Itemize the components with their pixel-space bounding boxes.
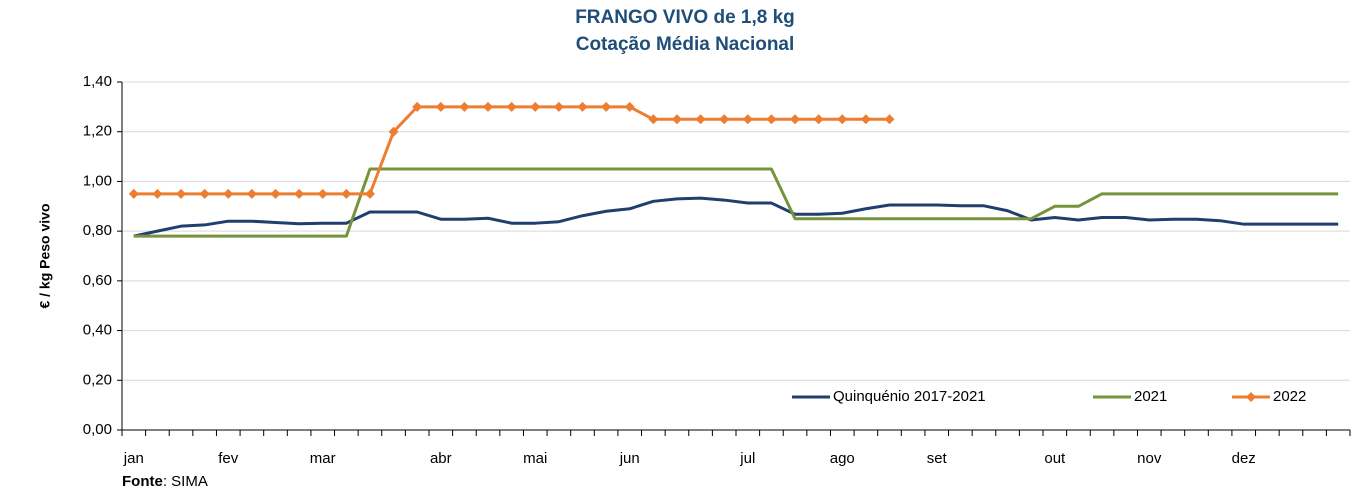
point-marker	[553, 101, 564, 112]
x-tick-label: mai	[523, 450, 547, 467]
point-marker	[530, 101, 541, 112]
point-marker	[506, 101, 517, 112]
y-tick-label: 1,00	[83, 172, 112, 189]
point-marker	[766, 114, 777, 125]
x-tick-label: out	[1044, 450, 1066, 467]
series-line	[133, 196, 1339, 238]
point-marker	[884, 114, 895, 125]
point-marker	[742, 114, 753, 125]
point-marker	[648, 114, 659, 125]
x-tick-label: abr	[430, 450, 452, 467]
point-marker	[719, 114, 730, 125]
point-marker	[790, 114, 801, 125]
point-marker	[341, 188, 352, 199]
point-marker	[388, 126, 399, 137]
source-label: Fonte	[122, 473, 163, 490]
x-tick-label: nov	[1137, 450, 1162, 467]
y-tick-label: 0,80	[83, 222, 112, 239]
legend-label: Quinquénio 2017-2021	[833, 388, 986, 405]
point-marker	[601, 101, 612, 112]
x-tick-label: jul	[739, 450, 755, 467]
point-marker	[577, 101, 588, 112]
legend-label: 2021	[1134, 388, 1167, 405]
source: Fonte: SIMA	[122, 473, 208, 490]
legend-label: 2022	[1273, 388, 1306, 405]
x-tick-label: mar	[310, 450, 336, 467]
y-tick-label: 0,00	[83, 421, 112, 438]
x-tick-label: fev	[218, 450, 239, 467]
y-tick-label: 0,20	[83, 371, 112, 388]
point-marker	[459, 101, 470, 112]
chart-title: FRANGO VIVO de 1,8 kg	[575, 7, 795, 28]
point-marker	[152, 188, 163, 199]
point-marker	[813, 114, 824, 125]
point-marker	[176, 188, 187, 199]
y-axis-label: € / kg Peso vivo	[37, 203, 53, 308]
point-marker	[837, 114, 848, 125]
point-marker	[435, 101, 446, 112]
y-tick-label: 1,40	[83, 73, 112, 90]
point-marker	[695, 114, 706, 125]
legend-marker	[1246, 392, 1256, 402]
point-marker	[860, 114, 871, 125]
y-tick-label: 1,20	[83, 123, 112, 140]
point-marker	[294, 188, 305, 199]
point-marker	[483, 101, 494, 112]
y-tick-label: 0,40	[83, 322, 112, 339]
x-tick-label: set	[927, 450, 948, 467]
point-marker	[223, 188, 234, 199]
point-marker	[364, 188, 375, 199]
y-tick-label: 0,60	[83, 272, 112, 289]
point-marker	[624, 101, 635, 112]
series-line	[133, 167, 1339, 238]
point-marker	[317, 188, 328, 199]
point-marker	[671, 114, 682, 125]
x-tick-label: jun	[619, 450, 640, 467]
x-tick-label: dez	[1232, 450, 1256, 467]
point-marker	[270, 188, 281, 199]
point-marker	[412, 101, 423, 112]
chart-subtitle: Cotação Média Nacional	[576, 34, 795, 55]
point-marker	[246, 188, 257, 199]
x-tick-label: ago	[830, 450, 855, 467]
x-tick-label: jan	[123, 450, 144, 467]
source-text: : SIMA	[163, 473, 208, 490]
point-marker	[128, 188, 139, 199]
point-marker	[199, 188, 210, 199]
